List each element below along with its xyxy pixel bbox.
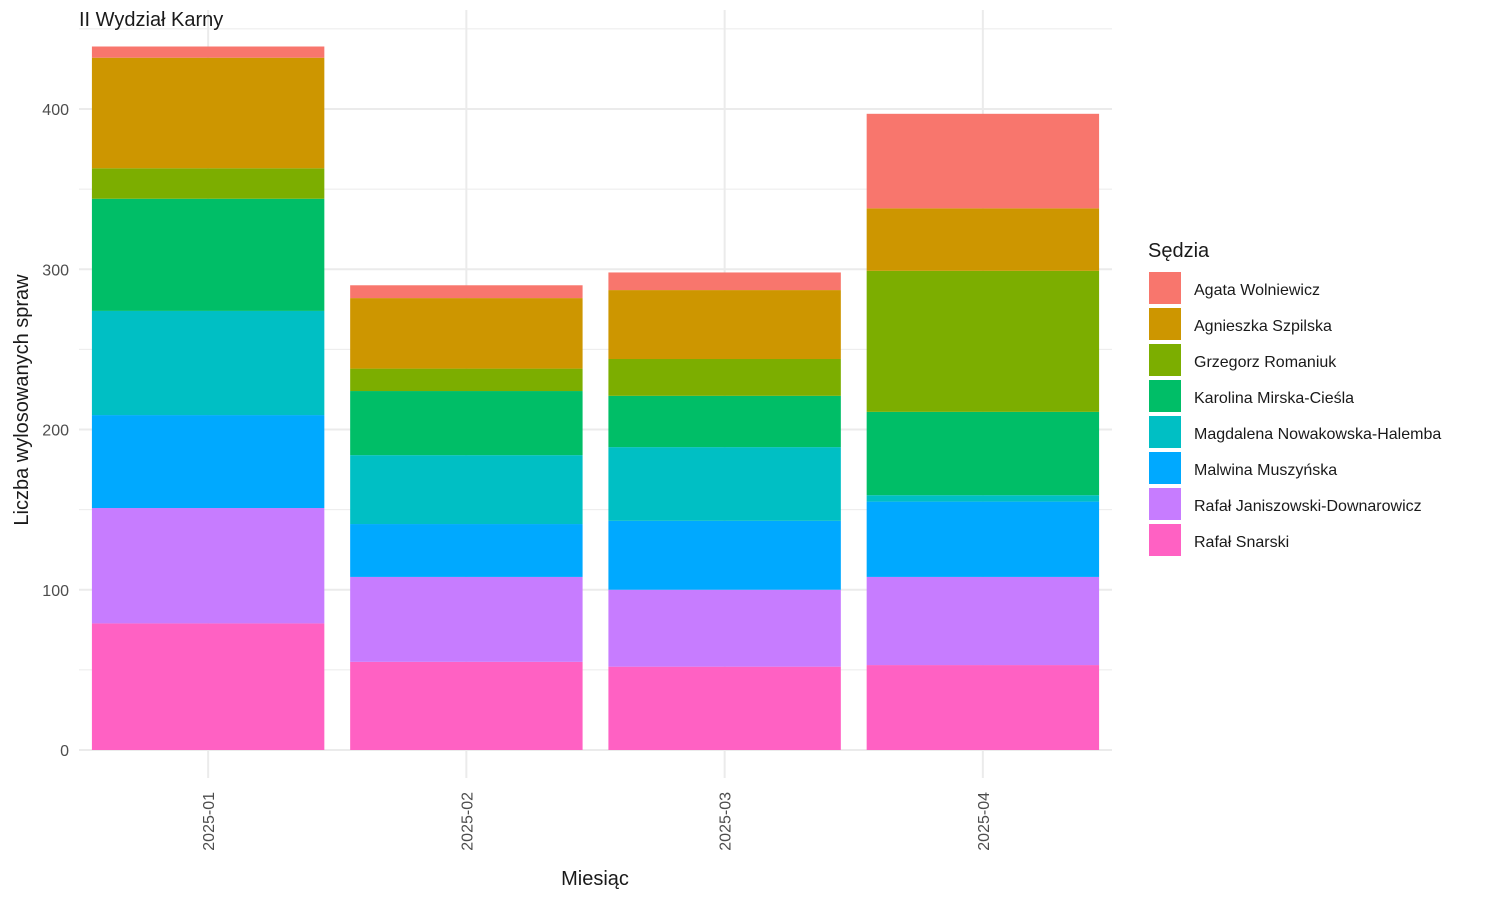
bar-segment [608,666,841,750]
x-tick-label: 2025-01 [201,792,218,851]
bar-segment [91,508,325,624]
bar-segment [91,310,325,416]
bar-segment [608,290,841,359]
legend-swatch [1147,342,1183,378]
bar-segment [350,298,583,369]
legend-title: Sędzia [1148,240,1210,262]
bar-segment [608,395,841,448]
y-axis-title: Liczba wylosowanych spraw [11,274,33,526]
bar-segment [350,391,583,456]
bar-segment [91,623,325,750]
bar-segment [350,576,583,662]
legend-label: Grzegorz Romaniuk [1194,354,1337,371]
bar-segment [608,447,841,521]
bar-segment [91,46,325,58]
axis-layer: 0 100 200 300 400 2025-01 2025-02 2025-03 2025-0… [42,102,993,851]
legend-label: Agnieszka Szpilska [1194,318,1332,335]
bar-segment [350,285,583,299]
bar-segment [608,272,841,291]
bar-segment [866,501,1100,577]
bar-segment [350,661,583,750]
bar-segment [866,576,1100,666]
chart-title: II Wydział Karny [79,9,223,31]
legend-label: Rafał Snarski [1194,534,1289,551]
bar-segment [608,589,841,667]
bar-segment [350,455,583,525]
bars-layer [91,46,1100,750]
bar-segment [91,168,325,199]
legend-swatch [1147,378,1183,414]
legend-label: Karolina Mirska-Cieśla [1194,390,1354,407]
x-axis-title: Miesiąc [561,868,629,890]
legend-swatch [1147,522,1183,558]
y-tick-label: 100 [42,583,69,600]
legend-label: Malwina Muszyńska [1194,462,1337,479]
legend-swatch [1147,270,1183,306]
bar-segment [866,270,1100,412]
bar-segment [866,208,1100,271]
legend: Sędzia Agata Wolniewicz Agnieszka Szpilsk… [1147,240,1441,558]
bar-segment [866,665,1100,750]
legend-swatch [1147,414,1183,450]
legend-swatch [1147,306,1183,342]
bar-segment [608,520,841,590]
bar-segment [91,57,325,169]
legend-label: Rafał Janiszowski-Downarowicz [1194,498,1422,515]
bar-segment [350,368,583,392]
bar-segment [91,198,325,311]
legend-label: Agata Wolniewicz [1194,282,1320,299]
y-tick-label: 300 [42,262,69,279]
bar-segment [91,415,325,509]
x-tick-label: 2025-02 [459,792,476,851]
y-tick-label: 200 [42,423,69,440]
legend-label: Magdalena Nowakowska-Halemba [1194,426,1441,443]
bar-segment [866,411,1100,496]
bar-segment [866,113,1100,209]
bar-segment [866,495,1100,502]
y-tick-label: 0 [60,743,69,760]
legend-swatch [1147,450,1183,486]
bar-segment [350,524,583,577]
bar-segment [608,358,841,396]
legend-swatch [1147,486,1183,522]
y-tick-label: 400 [42,102,69,119]
x-tick-label: 2025-04 [976,792,993,851]
x-tick-label: 2025-03 [718,792,735,851]
